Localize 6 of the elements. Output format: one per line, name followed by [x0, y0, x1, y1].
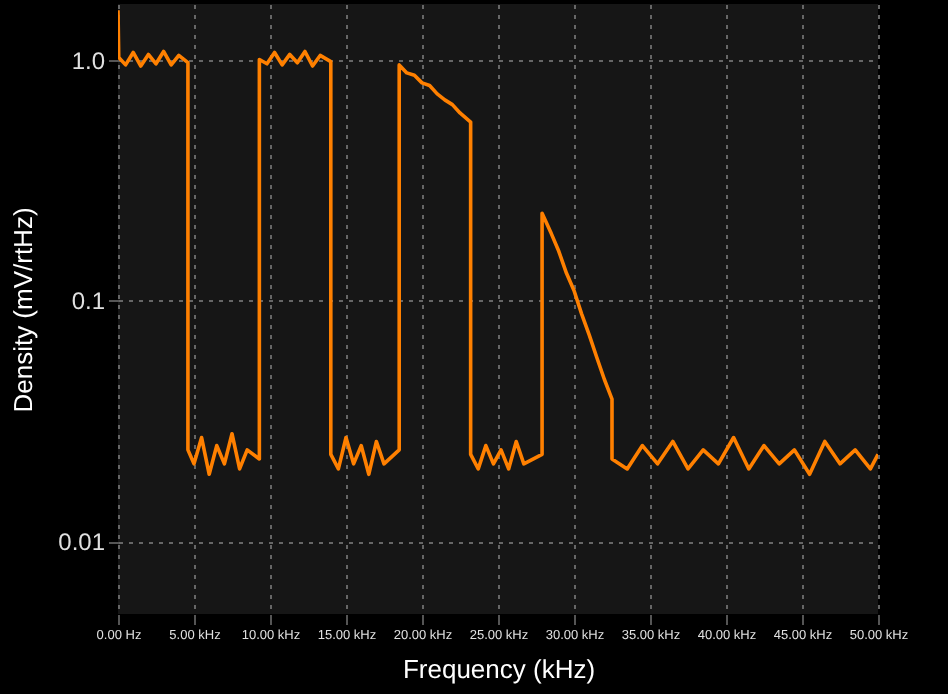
x-axis-title: Frequency (kHz) [402, 654, 596, 684]
y-tick-label: 1.0 [71, 46, 106, 75]
y-axis-title: Density (mV/rtHz) [8, 207, 39, 413]
line-series [118, 8, 878, 477]
y-tick-label: 0.1 [71, 287, 106, 316]
y-tick-label: 0.01 [58, 528, 106, 557]
